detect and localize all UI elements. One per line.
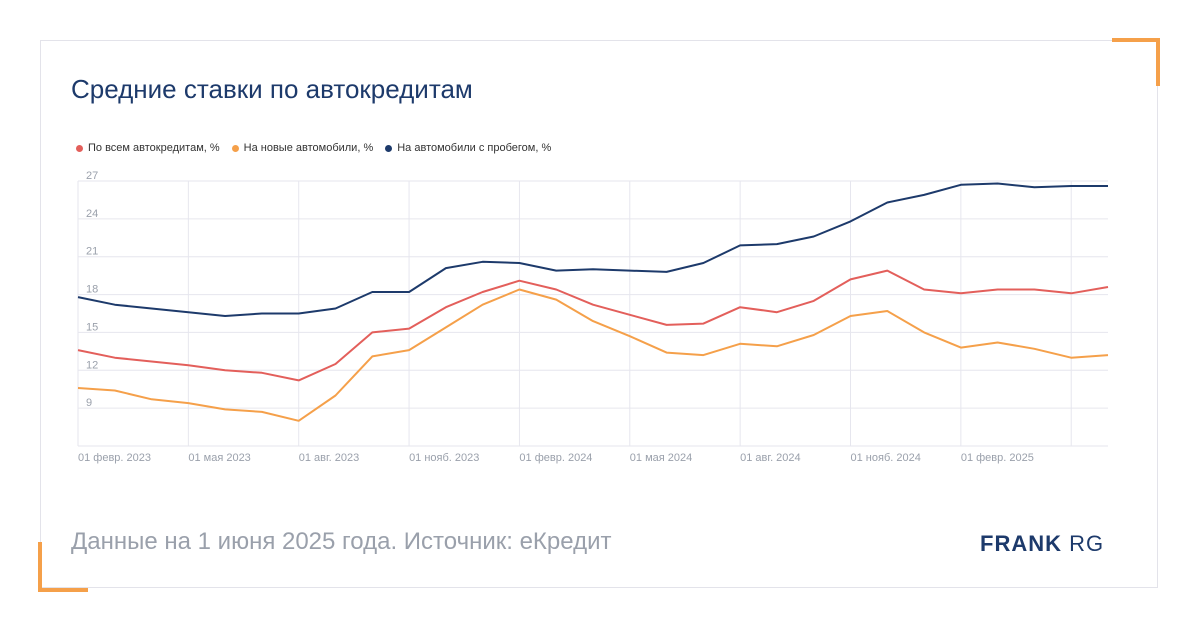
x-tick-label: 01 авг. 2024: [740, 452, 801, 464]
y-tick-label: 18: [86, 284, 98, 296]
y-tick-label: 9: [86, 397, 92, 409]
x-tick-label: 01 мая 2023: [188, 452, 250, 464]
chart-title: Средние ставки по автокредитам: [71, 74, 473, 104]
y-tick-label: 15: [86, 321, 98, 333]
legend-item-all: По всем автокредитам, %: [76, 142, 220, 154]
x-tick-label: 01 февр. 2025: [961, 452, 1034, 464]
chart-legend: По всем автокредитам, % На новые автомоб…: [76, 142, 551, 154]
legend-dot-used: [385, 144, 393, 152]
x-tick-label: 01 февр. 2024: [519, 452, 592, 464]
series-line-all: [77, 269, 1109, 382]
y-tick-label: 12: [86, 359, 98, 371]
series-line-used: [77, 182, 1108, 317]
legend-label-new: На новые автомобили, %: [243, 142, 374, 154]
legend-item-new: На новые автомобили, %: [231, 142, 374, 154]
logo-light: RG: [1069, 531, 1105, 556]
x-tick-label: 01 нояб. 2023: [409, 452, 479, 464]
logo-bold: FRANK: [980, 531, 1062, 556]
chart-card: [40, 40, 1158, 588]
series-line-new: [77, 288, 1109, 422]
x-tick-label: 01 февр. 2023: [78, 452, 151, 464]
legend-dot-new: [231, 144, 239, 152]
brand-logo: FRANK RG: [980, 531, 1104, 557]
y-tick-label: 24: [86, 208, 98, 220]
x-tick-label: 01 нояб. 2024: [851, 452, 921, 464]
legend-dot-all: [76, 144, 83, 152]
footer-source: Данные на 1 июня 2025 года. Источник: еК…: [71, 528, 612, 555]
legend-label-used: На автомобили с пробегом, %: [397, 142, 552, 154]
x-tick-label: 01 мая 2024: [630, 452, 692, 464]
x-tick-label: 01 авг. 2023: [299, 452, 360, 464]
legend-item-used: На автомобили с пробегом, %: [385, 142, 551, 154]
legend-label-all: По всем автокредитам, %: [88, 142, 220, 154]
corner-accent-bottom-left: [38, 542, 88, 592]
y-tick-label: 21: [86, 246, 98, 258]
y-tick-label: 27: [86, 170, 98, 182]
corner-accent-top-right: [1112, 38, 1160, 86]
